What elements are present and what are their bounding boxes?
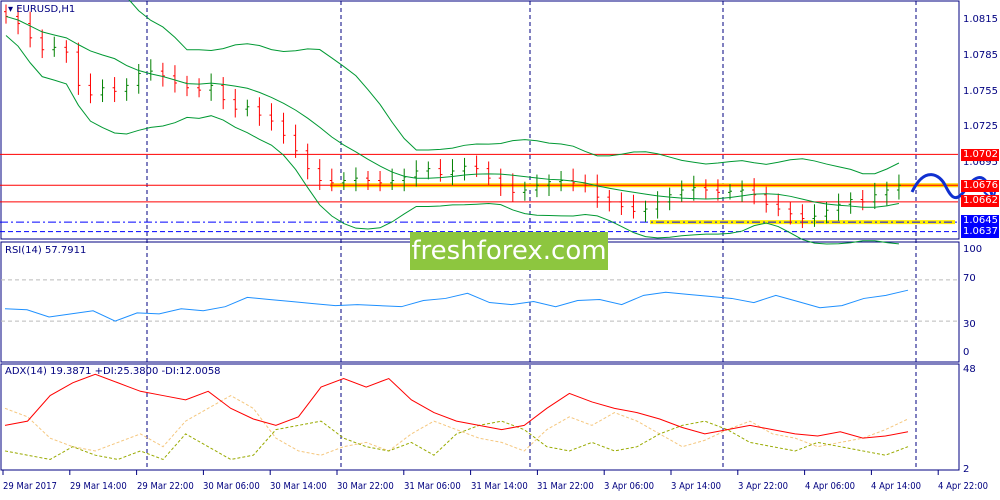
rsi-tick: 30	[963, 319, 976, 330]
time-tick: 31 Mar 22:00	[537, 481, 595, 492]
panel-frame	[0, 363, 960, 471]
level-tag-1.0702: 1.0702	[961, 149, 999, 161]
price-tick: 1.0725	[963, 121, 998, 132]
rsi-tick: 100	[963, 244, 983, 255]
price-tick: 1.0815	[963, 14, 998, 25]
time-tick: 3 Apr 06:00	[604, 481, 655, 492]
price-tick: 1.0785	[963, 50, 998, 61]
freshforex-logo: freshforex.com	[410, 232, 608, 270]
time-tick: 3 Apr 22:00	[737, 481, 788, 492]
plus-di-line	[4, 394, 909, 456]
rsi-tick: 70	[963, 273, 976, 284]
rsi-line	[4, 289, 909, 322]
adx-title: ADX(14) 19.3871 +DI:25.3800 -DI:12.0058	[5, 366, 221, 377]
time-tick: 30 Mar 22:00	[337, 481, 394, 492]
time-tick: 29 Mar 22:00	[136, 481, 194, 492]
time-tick: 4 Apr 06:00	[804, 481, 855, 492]
symbol-label: EURUSD,H1	[16, 4, 76, 15]
time-tick: 29 Mar 2017	[3, 481, 57, 492]
bollinger-lower	[5, 35, 899, 245]
minus-di-line	[4, 420, 909, 461]
time-tick: 29 Mar 14:00	[69, 481, 127, 492]
adx-tick: 2	[963, 464, 970, 475]
time-tick: 31 Mar 06:00	[403, 481, 461, 492]
level-tag-1.0676: 1.0676	[961, 180, 999, 192]
symbol-title[interactable]: ▾ EURUSD,H1	[8, 4, 76, 15]
time-tick: 30 Mar 14:00	[270, 481, 327, 492]
forecast-curve	[910, 173, 994, 200]
level-tag-1.0645: 1.0645	[961, 215, 999, 227]
time-tick: 4 Apr 22:00	[938, 481, 989, 492]
time-tick: 30 Mar 06:00	[203, 481, 261, 492]
time-tick: 31 Mar 14:00	[470, 481, 528, 492]
level-tag-1.0662: 1.0662	[961, 195, 999, 207]
level-tag-1.0637: 1.0637	[961, 226, 999, 238]
time-tick: 4 Apr 14:00	[871, 481, 922, 492]
adx-line	[4, 373, 909, 439]
time-tick: 3 Apr 14:00	[671, 481, 722, 492]
adx-tick: 48	[963, 364, 976, 375]
price-tick: 1.0755	[963, 86, 998, 97]
rsi-title: RSI(14) 57.7911	[5, 245, 87, 256]
price-tick: 1.0695	[963, 157, 998, 168]
bollinger-upper	[128, 0, 900, 175]
rsi-tick: 0	[963, 347, 970, 358]
panel-frame	[0, 0, 960, 240]
bollinger-middle	[5, 15, 900, 208]
